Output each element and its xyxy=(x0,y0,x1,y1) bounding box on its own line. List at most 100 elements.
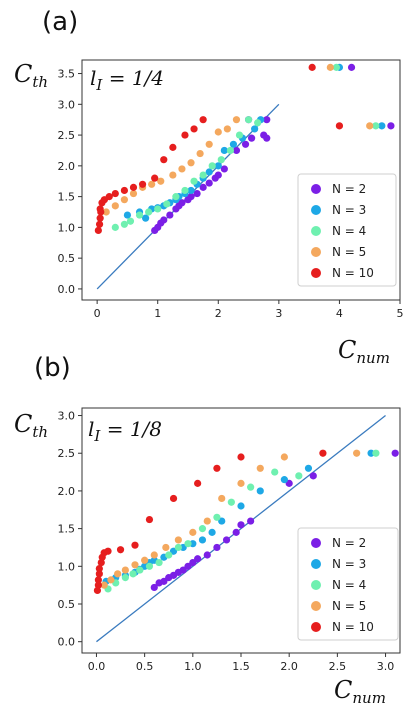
data-point xyxy=(114,570,122,578)
legend-label: N = 5 xyxy=(332,245,366,259)
data-point xyxy=(174,543,182,552)
data-point xyxy=(104,547,112,555)
legend-box xyxy=(297,173,397,287)
x-tick-label: 0 xyxy=(94,307,101,320)
data-point xyxy=(94,576,102,584)
y-tick-label: 1.5 xyxy=(58,191,76,204)
data-point xyxy=(372,449,380,457)
legend-marker xyxy=(311,538,321,548)
data-point xyxy=(131,541,139,549)
x-tick-label: 3.0 xyxy=(377,660,395,673)
annotation-li-a: lI = 1/4 xyxy=(90,66,164,94)
plot-frame-a xyxy=(81,59,401,301)
y-tick-label: 3.0 xyxy=(58,410,76,423)
data-point xyxy=(205,140,213,148)
data-point xyxy=(178,165,186,173)
data-point xyxy=(160,156,168,164)
data-point xyxy=(235,131,244,139)
data-point xyxy=(241,140,250,148)
legend-label: N = 5 xyxy=(332,599,366,613)
data-point xyxy=(105,193,113,201)
data-point xyxy=(107,576,115,584)
data-point xyxy=(247,517,255,525)
data-point xyxy=(309,472,317,480)
panel-b: (b) Cth Cnum lI = 1/8 0.0 0.5 1.0 1.5 2.0 2.5… xyxy=(14,353,401,707)
data-point xyxy=(237,479,245,487)
data-point xyxy=(150,551,158,559)
legend-b: N = 2 N = 3 N = 4 N = 5 N = 10 xyxy=(297,527,399,641)
scatter-points-b xyxy=(93,449,399,595)
data-point xyxy=(378,122,386,130)
data-point xyxy=(214,162,222,170)
data-point xyxy=(155,558,163,567)
data-point xyxy=(190,177,198,185)
data-point xyxy=(131,561,139,569)
panel-label-a: (a) xyxy=(42,7,78,37)
data-point xyxy=(326,63,334,71)
data-point xyxy=(160,216,168,224)
data-point xyxy=(254,119,262,127)
legend-marker xyxy=(311,268,321,278)
data-point xyxy=(220,146,228,155)
data-point xyxy=(116,546,125,554)
data-point xyxy=(120,220,128,228)
data-point xyxy=(199,171,207,179)
data-point xyxy=(218,494,226,503)
data-point xyxy=(190,125,198,133)
data-point xyxy=(263,116,271,124)
data-point xyxy=(111,202,119,210)
data-point xyxy=(169,143,177,151)
data-point xyxy=(141,556,149,564)
data-point xyxy=(160,577,168,585)
x-tick-label: 2.5 xyxy=(329,660,347,673)
y-tick-label: 0.0 xyxy=(58,283,76,296)
data-point xyxy=(121,566,129,574)
data-point xyxy=(194,555,202,563)
data-point xyxy=(148,180,156,188)
data-point xyxy=(208,528,216,536)
data-point xyxy=(129,189,138,198)
legend-marker xyxy=(311,205,321,215)
legend-label: N = 4 xyxy=(332,224,366,238)
legend-marker xyxy=(311,601,321,611)
data-point xyxy=(187,193,195,201)
scatter-points-a xyxy=(94,63,395,235)
data-point xyxy=(217,156,225,164)
data-point xyxy=(366,122,374,130)
data-point xyxy=(232,146,241,155)
data-point xyxy=(165,551,173,559)
data-point xyxy=(248,134,256,142)
data-point xyxy=(205,168,213,176)
data-point xyxy=(145,208,153,216)
y-tick-label: 2.0 xyxy=(58,485,76,498)
legend-label: N = 3 xyxy=(332,557,366,571)
data-point xyxy=(198,525,207,533)
x-tick-label: 2.0 xyxy=(280,660,298,673)
y-tick-label: 0.5 xyxy=(58,252,76,265)
legend-label: N = 10 xyxy=(332,266,374,280)
data-point xyxy=(184,562,192,570)
legend-marker xyxy=(311,184,321,194)
data-point xyxy=(174,536,182,544)
x-tick-label: 3 xyxy=(275,307,282,320)
legend-label: N = 4 xyxy=(332,578,366,592)
data-point xyxy=(138,180,147,188)
legend-label: N = 10 xyxy=(332,620,374,634)
data-point xyxy=(387,122,395,130)
x-tick-label: 1.5 xyxy=(232,660,250,673)
data-point xyxy=(280,476,288,484)
data-point xyxy=(126,217,135,225)
data-point xyxy=(319,449,327,457)
annotation-li-b: lI = 1/8 xyxy=(88,417,162,445)
data-point xyxy=(196,149,204,158)
data-point xyxy=(256,487,264,495)
data-point xyxy=(213,513,221,521)
data-point xyxy=(295,472,303,480)
data-point xyxy=(151,174,159,182)
data-point xyxy=(199,116,207,124)
x-tick-label: 4 xyxy=(336,307,343,320)
data-point xyxy=(332,63,340,71)
data-point xyxy=(129,570,137,578)
data-point xyxy=(372,122,380,130)
data-point xyxy=(237,521,245,529)
